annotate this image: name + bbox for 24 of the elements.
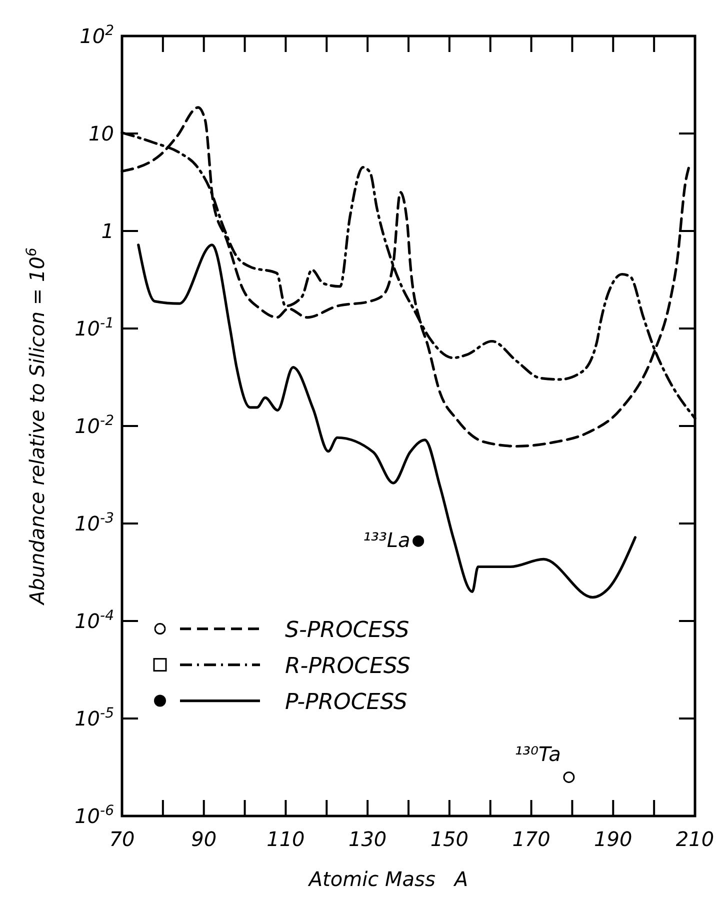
y-tick-label: 10$^{-3}$ <box>74 510 114 536</box>
legend-label: R-PROCESS <box>285 654 411 679</box>
y-tick-label: 10$^{-4}$ <box>74 608 114 633</box>
x-tick-label: 170 <box>512 827 550 851</box>
y-tick-label: 10$^{-6}$ <box>74 803 114 828</box>
annotation: ¹³³La <box>362 528 410 552</box>
x-tick-label: 110 <box>266 827 305 851</box>
x-tick-label: 190 <box>594 827 632 851</box>
x-tick-label: 90 <box>191 827 217 851</box>
x-tick-label: 150 <box>430 827 469 851</box>
x-tick-label: 130 <box>348 827 387 851</box>
y-tick-label: 1 <box>101 219 114 243</box>
y-tick-label: 10$^{-5}$ <box>74 706 114 730</box>
y-tick-label: 10$^{2}$ <box>80 23 114 48</box>
y-tick-label: 10 <box>88 122 114 146</box>
x-tick-label: 210 <box>676 827 714 851</box>
x-axis-title: Atomic Mass A <box>306 867 468 891</box>
y-tick-label: 10$^{-1}$ <box>74 316 114 340</box>
annotation: ¹³⁰Ta <box>514 742 561 766</box>
line-series <box>137 244 637 599</box>
legend-label: S-PROCESS <box>285 618 410 643</box>
x-tick-label: 70 <box>109 827 135 851</box>
y-tick-label: 10$^{-2}$ <box>74 413 114 438</box>
legend-label: P-PROCESS <box>285 690 408 715</box>
